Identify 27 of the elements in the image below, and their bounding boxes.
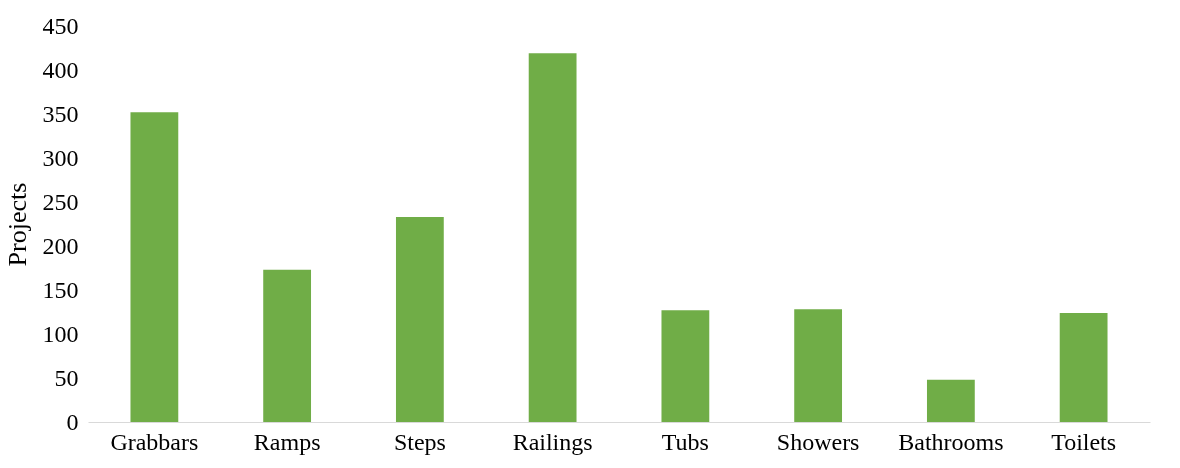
y-tick-label: 0 [66, 408, 79, 435]
bar [395, 216, 444, 422]
bar [130, 112, 179, 422]
y-tick-label: 250 [42, 188, 79, 215]
y-tick-label: 400 [42, 56, 79, 83]
x-tick-label: Bathrooms [898, 428, 1004, 455]
bar [794, 309, 843, 422]
x-tick-label: Toilets [1051, 428, 1117, 455]
y-tick-label: 150 [42, 276, 79, 303]
y-tick-label: 200 [42, 232, 79, 259]
x-tick-label: Steps [393, 428, 446, 455]
y-tick-label: 300 [42, 144, 79, 171]
x-tick-label: Ramps [253, 428, 321, 455]
bar [528, 53, 577, 422]
bar [926, 379, 975, 422]
y-tick-label: 100 [42, 320, 79, 347]
x-tick-label: Railings [512, 428, 593, 455]
y-tick-label: 350 [42, 100, 79, 127]
x-tick-label: Grabbars [110, 428, 199, 455]
x-tick-label: Tubs [661, 428, 709, 455]
y-tick-label: 50 [54, 364, 79, 391]
y-tick-label: 450 [42, 12, 79, 39]
y-axis-title: Projects [2, 182, 32, 267]
bar [263, 269, 312, 422]
x-tick-label: Showers [776, 428, 860, 455]
bar [1059, 312, 1108, 422]
bar [661, 310, 710, 422]
